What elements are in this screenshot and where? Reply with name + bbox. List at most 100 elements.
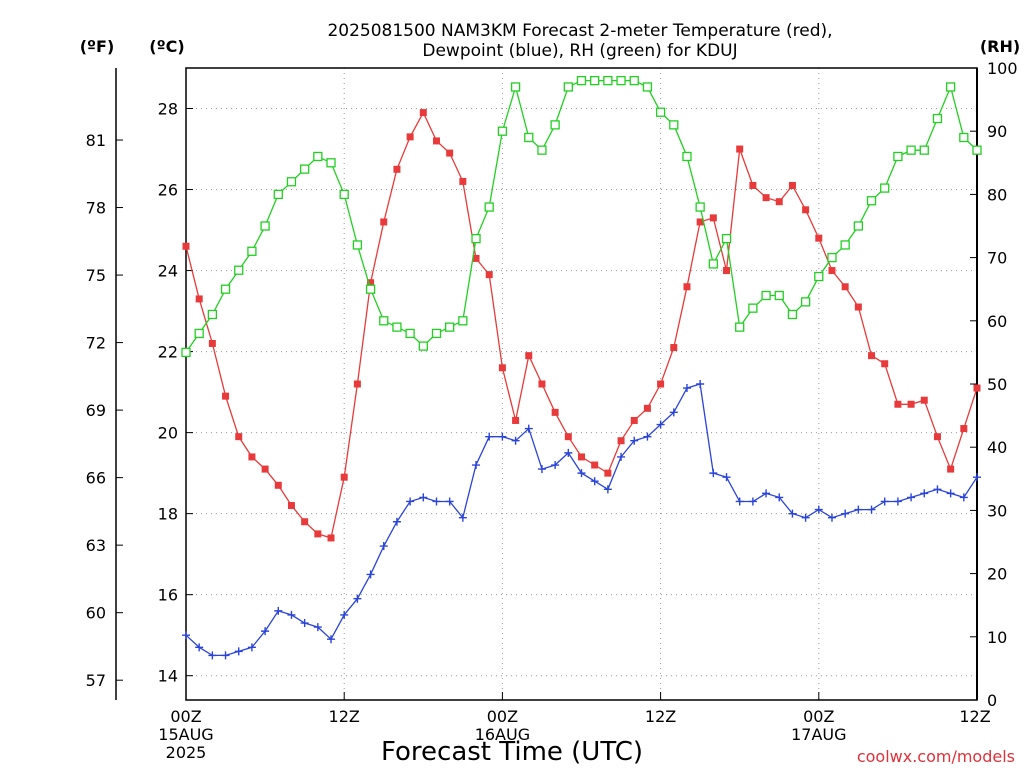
- dewpoint-point: [313, 623, 322, 632]
- dewpoint-point: [827, 513, 836, 522]
- dewpoint-point: [327, 635, 336, 644]
- fahrenheit-tick-label: 75: [86, 266, 106, 285]
- dewpoint-point: [920, 489, 929, 498]
- rh-point: [748, 303, 758, 313]
- rh-point: [866, 196, 877, 206]
- rh-point: [260, 221, 270, 231]
- temperature-point: [617, 437, 625, 445]
- dewpoint-point: [537, 465, 546, 474]
- dewpoint-point: [472, 461, 481, 470]
- dewpoint-point: [498, 432, 507, 441]
- temperature-point: [670, 344, 678, 352]
- temperature-point: [419, 109, 427, 117]
- credit-text: coolwx.com/models: [857, 747, 1015, 766]
- dewpoint-point: [564, 448, 573, 457]
- celsius-tick-label: 28: [158, 100, 178, 119]
- temperature-point: [393, 165, 401, 173]
- fahrenheit-tick-label: 69: [86, 401, 106, 420]
- rh-point: [247, 246, 257, 256]
- rh-point: [326, 158, 336, 168]
- x-tick-label: 17AUG: [791, 725, 846, 744]
- dewpoint-point: [696, 380, 705, 388]
- rh-point: [286, 177, 297, 187]
- temperature-point: [578, 453, 585, 461]
- celsius-tick-label: 26: [158, 181, 178, 200]
- temperature-point: [933, 433, 941, 441]
- rh-point: [945, 82, 956, 92]
- rh-tick-label: 80: [987, 185, 1007, 204]
- rh-point: [431, 328, 442, 339]
- rh-tick-label: 90: [987, 122, 1007, 141]
- dewpoint-point: [577, 469, 586, 478]
- celsius-unit-label: (ºC): [149, 37, 184, 56]
- fahrenheit-tick-label: 57: [86, 671, 106, 690]
- temperature-point: [485, 271, 493, 279]
- temperature-point: [802, 206, 810, 214]
- axes: 57 60 63 66 69 72 75 78 81 14 16 18 20 22 24 26 28 0 10 20 3…: [86, 59, 1018, 762]
- dewpoint-point: [340, 610, 349, 619]
- rh-point: [761, 290, 771, 301]
- celsius-tick-label: 16: [158, 586, 178, 605]
- temperature-point: [683, 283, 691, 291]
- rh-point: [220, 284, 231, 294]
- rh-point: [629, 75, 639, 86]
- rh-point: [405, 328, 415, 339]
- dewpoint-point: [406, 497, 415, 506]
- rh-point: [642, 82, 653, 92]
- temperature-point: [854, 303, 862, 311]
- temperature-point: [973, 384, 981, 392]
- rh-point: [590, 75, 600, 86]
- dewpoint-point: [511, 436, 520, 445]
- rh-tick-label: 50: [987, 375, 1007, 394]
- dewpoint-point: [590, 477, 599, 486]
- rh-point: [774, 290, 784, 301]
- x-tick-label: 00Z: [170, 707, 201, 726]
- dewpoint-point: [195, 643, 204, 652]
- temperature-point: [472, 254, 480, 262]
- rh-point: [365, 284, 376, 294]
- celsius-tick-label: 14: [158, 667, 178, 686]
- dewpoint-point: [814, 505, 823, 514]
- dewpoint-point: [287, 610, 296, 619]
- dewpoint-point: [775, 493, 784, 502]
- x-tick-label: 00Z: [487, 707, 518, 726]
- dewpoint-point: [300, 619, 309, 628]
- dewpoint-point: [221, 651, 230, 660]
- fahrenheit-tick-label: 63: [86, 536, 106, 555]
- dewpoint-point: [801, 513, 810, 522]
- fahrenheit-tick-label: 78: [86, 199, 106, 218]
- temperature-point: [723, 267, 731, 275]
- temperature-point: [868, 352, 876, 360]
- rh-point: [497, 126, 508, 136]
- rh-point: [735, 322, 745, 332]
- temperature-point: [630, 416, 638, 424]
- grid: [186, 68, 977, 700]
- temperature-point: [604, 469, 612, 477]
- x-tick-label: 16AUG: [475, 725, 530, 744]
- temperature-point: [788, 181, 796, 189]
- dewpoint-point: [234, 647, 243, 656]
- dewpoint-point: [432, 497, 441, 506]
- dewpoint-point: [946, 489, 955, 498]
- dewpoint-point: [182, 631, 190, 640]
- temperature-point: [432, 137, 440, 145]
- rh-tick-label: 0: [987, 691, 997, 710]
- rh-point: [550, 120, 560, 130]
- dewpoint-point: [893, 497, 902, 506]
- dewpoint-point: [603, 485, 612, 494]
- temperature-point: [446, 149, 454, 157]
- dewpoint-point: [959, 493, 968, 502]
- dewpoint-point: [722, 473, 731, 482]
- rh-point: [471, 233, 481, 244]
- chart-title-line-1: 2025081500 NAM3KM Forecast 2-meter Tempe…: [327, 21, 832, 41]
- dewpoint-point: [973, 473, 981, 482]
- rh-point: [234, 265, 244, 275]
- fahrenheit-tick-label: 72: [86, 334, 106, 353]
- rh-point: [880, 183, 890, 193]
- rh-point: [299, 164, 310, 174]
- rh-tick-label: 10: [987, 628, 1007, 647]
- temperature-point: [274, 481, 282, 489]
- chart-title-line-2: Dewpoint (blue), RH (green) for KDUJ: [422, 41, 737, 61]
- x-tick-label: 12Z: [645, 707, 676, 726]
